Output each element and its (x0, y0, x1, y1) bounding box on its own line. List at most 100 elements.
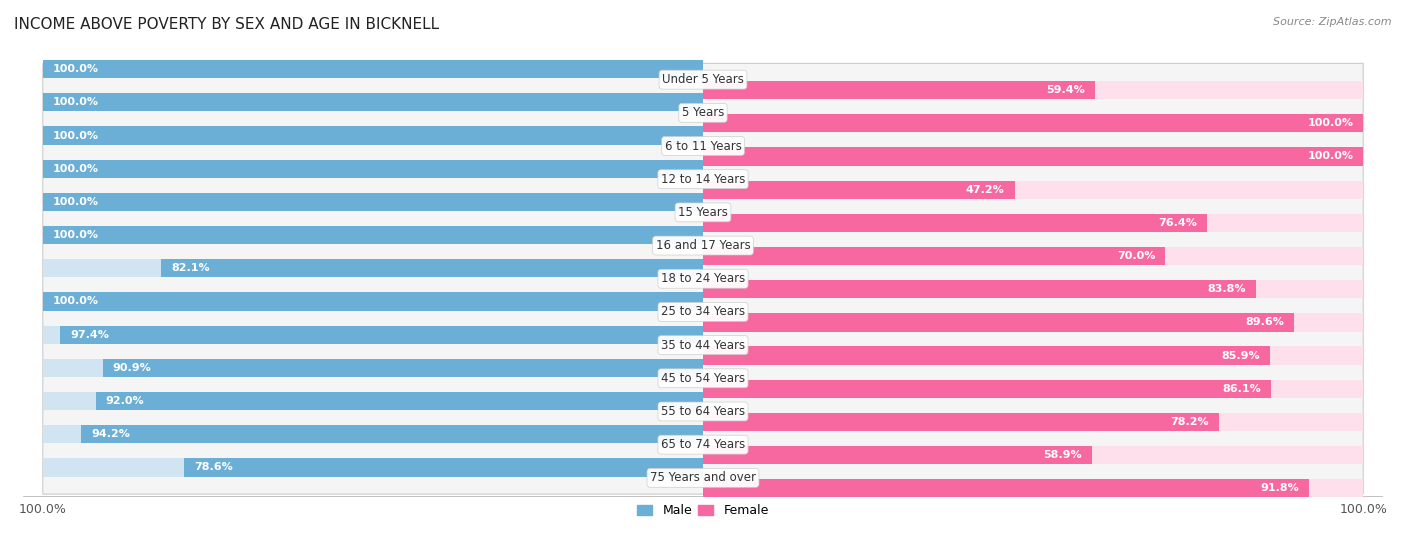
Text: 59.4%: 59.4% (1046, 85, 1085, 95)
Text: 100.0%: 100.0% (1308, 119, 1353, 128)
Text: 85.9%: 85.9% (1222, 350, 1260, 361)
Bar (42, 359, 703, 377)
Text: 94.2%: 94.2% (91, 429, 129, 439)
Bar (703, 347, 1364, 364)
Bar (42, 60, 703, 78)
Text: 92.0%: 92.0% (105, 396, 145, 406)
Text: 12 to 14 Years: 12 to 14 Years (661, 173, 745, 186)
Text: 82.1%: 82.1% (172, 263, 209, 273)
Bar (42, 226, 703, 244)
Bar (703, 280, 1256, 299)
Bar (42, 193, 703, 211)
Text: 58.9%: 58.9% (1043, 450, 1081, 460)
Text: 83.8%: 83.8% (1208, 284, 1246, 294)
Text: 78.2%: 78.2% (1171, 417, 1209, 427)
Text: 78.6%: 78.6% (194, 462, 233, 472)
Text: INCOME ABOVE POVERTY BY SEX AND AGE IN BICKNELL: INCOME ABOVE POVERTY BY SEX AND AGE IN B… (14, 17, 439, 32)
Text: Source: ZipAtlas.com: Source: ZipAtlas.com (1274, 17, 1392, 27)
Bar (42, 292, 703, 311)
Bar (42, 325, 703, 344)
Bar (82, 425, 703, 443)
Bar (703, 413, 1219, 431)
Bar (703, 214, 1364, 232)
FancyBboxPatch shape (42, 296, 1364, 328)
Text: 65 to 74 Years: 65 to 74 Years (661, 438, 745, 451)
Bar (42, 392, 703, 410)
FancyBboxPatch shape (42, 196, 1364, 229)
Bar (703, 214, 1208, 232)
Bar (703, 114, 1364, 132)
Text: 15 Years: 15 Years (678, 206, 728, 219)
Text: 100.0%: 100.0% (1308, 151, 1353, 162)
Bar (42, 458, 703, 476)
Bar (42, 226, 703, 244)
FancyBboxPatch shape (42, 130, 1364, 162)
Text: Under 5 Years: Under 5 Years (662, 73, 744, 86)
FancyBboxPatch shape (42, 163, 1364, 196)
Bar (96, 392, 703, 410)
Bar (703, 380, 1271, 398)
Bar (184, 458, 703, 476)
FancyBboxPatch shape (42, 462, 1364, 494)
Text: 100.0%: 100.0% (53, 230, 98, 240)
Legend: Male, Female: Male, Female (633, 499, 773, 522)
Bar (703, 479, 1309, 498)
FancyBboxPatch shape (42, 395, 1364, 428)
FancyBboxPatch shape (42, 428, 1364, 461)
Bar (42, 259, 703, 277)
Bar (703, 148, 1364, 165)
Bar (703, 81, 1095, 99)
Text: 25 to 34 Years: 25 to 34 Years (661, 305, 745, 319)
Bar (162, 259, 703, 277)
FancyBboxPatch shape (42, 362, 1364, 395)
Bar (703, 181, 1015, 199)
Text: 76.4%: 76.4% (1159, 218, 1198, 228)
Bar (42, 126, 703, 145)
Text: 100.0%: 100.0% (53, 296, 98, 306)
Text: 5 Years: 5 Years (682, 106, 724, 119)
FancyBboxPatch shape (42, 229, 1364, 262)
Text: 97.4%: 97.4% (70, 330, 108, 340)
Bar (703, 479, 1364, 498)
Text: 100.0%: 100.0% (53, 64, 98, 74)
Bar (703, 313, 1364, 331)
Text: 100.0%: 100.0% (53, 131, 98, 140)
Text: 18 to 24 Years: 18 to 24 Years (661, 272, 745, 285)
Text: 55 to 64 Years: 55 to 64 Years (661, 405, 745, 418)
Text: 75 Years and over: 75 Years and over (650, 471, 756, 484)
Text: 16 and 17 Years: 16 and 17 Years (655, 239, 751, 252)
Text: 45 to 54 Years: 45 to 54 Years (661, 372, 745, 385)
Bar (703, 446, 1364, 464)
Bar (42, 60, 703, 78)
Text: 6 to 11 Years: 6 to 11 Years (665, 140, 741, 153)
Bar (42, 160, 703, 178)
Bar (703, 148, 1364, 165)
Bar (703, 81, 1364, 99)
FancyBboxPatch shape (42, 263, 1364, 295)
Text: 100.0%: 100.0% (53, 164, 98, 174)
Bar (703, 413, 1364, 431)
Bar (60, 325, 703, 344)
Bar (42, 93, 703, 111)
Bar (703, 114, 1364, 132)
Text: 35 to 44 Years: 35 to 44 Years (661, 339, 745, 352)
Text: 86.1%: 86.1% (1223, 383, 1261, 394)
FancyBboxPatch shape (42, 63, 1364, 96)
Bar (703, 280, 1364, 299)
FancyBboxPatch shape (42, 97, 1364, 129)
Bar (703, 181, 1364, 199)
Text: 100.0%: 100.0% (53, 97, 98, 107)
Text: 89.6%: 89.6% (1246, 318, 1285, 328)
Bar (42, 160, 703, 178)
Bar (42, 292, 703, 311)
Text: 47.2%: 47.2% (966, 184, 1005, 195)
Bar (42, 425, 703, 443)
FancyBboxPatch shape (42, 329, 1364, 361)
Bar (103, 359, 703, 377)
Bar (703, 380, 1364, 398)
Bar (703, 247, 1364, 265)
Text: 100.0%: 100.0% (53, 197, 98, 207)
Bar (703, 446, 1092, 464)
Text: 70.0%: 70.0% (1116, 251, 1156, 261)
Bar (42, 193, 703, 211)
